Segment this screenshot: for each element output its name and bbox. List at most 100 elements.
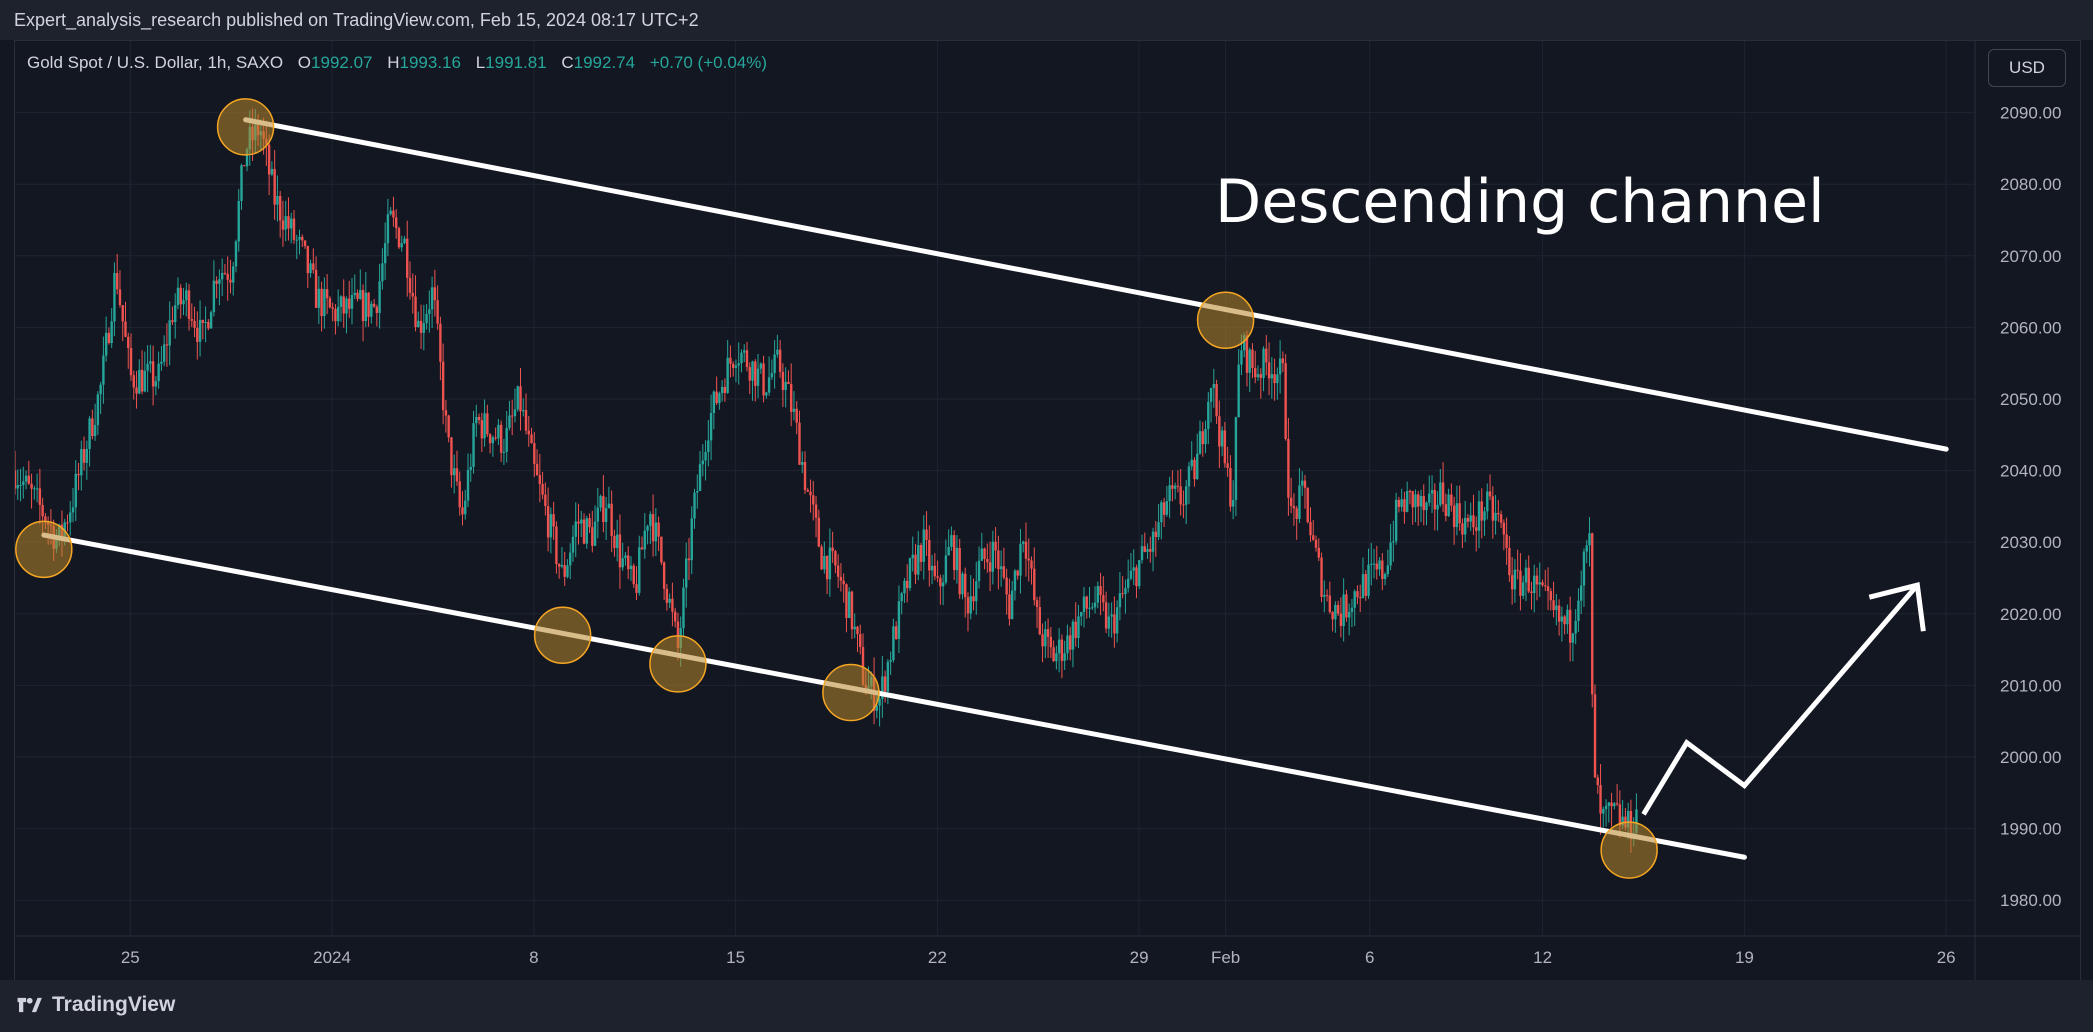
x-tick-label: Feb bbox=[1211, 948, 1240, 967]
projection-zigzag bbox=[1641, 583, 1920, 816]
candle-body bbox=[182, 300, 185, 305]
candle-body bbox=[1146, 549, 1149, 552]
candle-body bbox=[1035, 600, 1039, 608]
candle-body bbox=[1091, 607, 1094, 609]
candle-body bbox=[881, 676, 884, 699]
candle-body bbox=[889, 660, 892, 662]
candle-body bbox=[1052, 647, 1055, 662]
channel-annotation: Descending channel bbox=[1215, 167, 1825, 237]
candle-body bbox=[513, 409, 517, 417]
candle-body bbox=[762, 363, 765, 396]
candle-body bbox=[1469, 515, 1472, 522]
candle-body bbox=[356, 292, 359, 299]
candle-body bbox=[370, 303, 373, 317]
touch-marker bbox=[649, 635, 707, 693]
candle-body bbox=[450, 437, 453, 476]
candle-body bbox=[505, 427, 508, 452]
candle-body bbox=[599, 496, 602, 508]
candle-body bbox=[422, 323, 426, 333]
candle-body bbox=[483, 413, 486, 439]
candle-body bbox=[607, 503, 611, 509]
candle-body bbox=[1143, 546, 1146, 552]
candle-body bbox=[138, 369, 141, 394]
candle-body bbox=[726, 357, 729, 393]
candle-body bbox=[751, 361, 754, 381]
candle-body bbox=[560, 565, 564, 567]
candle-body bbox=[1107, 616, 1111, 629]
candle-body bbox=[306, 246, 309, 274]
candle-body bbox=[1626, 810, 1630, 828]
candle-body bbox=[1008, 594, 1011, 619]
candle-body bbox=[1571, 633, 1575, 643]
candle-body bbox=[1397, 499, 1401, 507]
candle-body bbox=[1220, 430, 1224, 447]
candle-body bbox=[1193, 459, 1196, 480]
candle-body bbox=[524, 410, 528, 431]
candle-body bbox=[414, 296, 417, 327]
candle-body bbox=[928, 539, 931, 571]
candle-body bbox=[229, 279, 232, 283]
candle-body bbox=[1552, 600, 1555, 611]
candle-body bbox=[1359, 597, 1362, 599]
candle-body bbox=[44, 516, 47, 523]
candle-body bbox=[588, 518, 591, 528]
time-axis[interactable]: 25 2024 8 15 22 29 Feb 6 12 19 26 bbox=[121, 948, 1956, 967]
candle-body bbox=[809, 491, 812, 496]
candle-body bbox=[1577, 600, 1580, 621]
y-tick-label: 1980.00 bbox=[2000, 891, 2061, 910]
x-tick-label: 29 bbox=[1130, 948, 1149, 967]
x-tick-label: 25 bbox=[121, 948, 140, 967]
candle-body bbox=[765, 392, 768, 396]
candle-body bbox=[140, 369, 144, 392]
currency-button[interactable]: USD bbox=[1988, 49, 2066, 87]
candle-body bbox=[582, 519, 586, 544]
candle-body bbox=[1555, 605, 1558, 611]
channel-lines bbox=[41, 117, 1949, 860]
candle-body bbox=[861, 647, 865, 685]
candle-body bbox=[1110, 614, 1113, 617]
candle-body bbox=[367, 292, 370, 317]
candle-body bbox=[1513, 569, 1517, 590]
candle-body bbox=[1579, 585, 1583, 601]
candle-body bbox=[596, 507, 600, 522]
candle-body bbox=[707, 440, 710, 453]
candle-body bbox=[1521, 582, 1525, 596]
candle-body bbox=[129, 347, 133, 376]
candle-body bbox=[676, 621, 680, 648]
tradingview-brand[interactable]: TradingView bbox=[14, 993, 175, 1017]
candle-body bbox=[789, 384, 793, 412]
touch-marker bbox=[15, 520, 73, 579]
candle-body bbox=[1361, 574, 1365, 598]
candle-body bbox=[237, 200, 240, 242]
candle-body bbox=[317, 288, 321, 308]
candle-body bbox=[1422, 495, 1425, 511]
candle-body bbox=[1298, 485, 1301, 519]
x-tick-label: 12 bbox=[1533, 948, 1552, 967]
candle-body bbox=[1602, 809, 1605, 814]
candle-body bbox=[375, 306, 379, 313]
candle-body bbox=[1386, 565, 1390, 575]
chart-area[interactable]: 2090.00 2080.00 2070.00 2060.00 2050.00 2040.… bbox=[14, 40, 2081, 982]
candle-body bbox=[1557, 605, 1561, 622]
candle-body bbox=[823, 556, 826, 570]
candle-body bbox=[127, 336, 130, 348]
candle-body bbox=[1367, 564, 1370, 596]
candle-body bbox=[1033, 568, 1036, 601]
candle-body bbox=[635, 584, 638, 593]
y-tick-label: 2060.00 bbox=[2000, 318, 2061, 337]
price-axis[interactable]: 2090.00 2080.00 2070.00 2060.00 2050.00 2040.… bbox=[2000, 104, 2061, 911]
candle-body bbox=[698, 464, 702, 492]
candle-body bbox=[1171, 485, 1174, 489]
candle-body bbox=[685, 558, 688, 588]
candle-body bbox=[546, 506, 550, 538]
candle-body bbox=[632, 565, 635, 585]
candle-body bbox=[472, 423, 475, 467]
candle-body bbox=[85, 448, 89, 463]
candle-body bbox=[1270, 374, 1274, 379]
candle-body bbox=[911, 554, 914, 559]
candle-body bbox=[917, 545, 920, 575]
candle-body bbox=[400, 243, 403, 248]
candle-body bbox=[1458, 503, 1461, 524]
price-chart[interactable]: 2090.00 2080.00 2070.00 2060.00 2050.00 2040.… bbox=[15, 41, 2080, 981]
candle-body bbox=[1124, 587, 1127, 595]
